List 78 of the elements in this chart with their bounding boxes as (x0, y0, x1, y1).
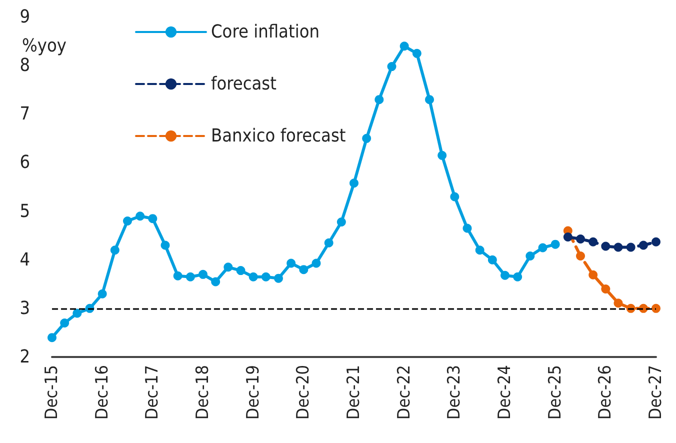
point (286, 258, 296, 268)
point (425, 95, 434, 104)
point (601, 242, 610, 251)
legend-label: Core inflation (211, 22, 320, 42)
point (626, 242, 636, 252)
point (652, 237, 660, 246)
point (123, 216, 132, 226)
point (412, 48, 422, 58)
point (638, 240, 648, 250)
point (374, 95, 384, 104)
point (299, 265, 308, 274)
x-tick-label: Dec-25 (545, 365, 566, 420)
point (186, 272, 195, 282)
point (614, 242, 623, 252)
point (110, 246, 120, 255)
point (274, 274, 283, 283)
x-tick-label: Dec-27 (646, 365, 666, 420)
point (513, 272, 522, 282)
x-tick-label: Dec-24 (495, 365, 515, 420)
point (462, 224, 472, 233)
point (236, 266, 246, 276)
point (48, 333, 56, 342)
point (387, 62, 396, 72)
point (652, 304, 660, 313)
point (450, 192, 460, 202)
x-tick-label: Dec-26 (596, 365, 616, 420)
point (136, 212, 145, 221)
point (261, 272, 270, 282)
point (400, 42, 409, 51)
y-tick-label: 9 (20, 6, 30, 28)
point (198, 270, 208, 279)
y-tick-label: 4 (20, 249, 30, 270)
point (362, 134, 372, 143)
x-tick-label: Dec-15 (42, 365, 62, 420)
y-tick-label: 3 (20, 298, 30, 319)
y-axis-title: %yoy (22, 36, 67, 56)
point (160, 240, 170, 250)
point (576, 251, 585, 260)
legend-label: forecast (211, 74, 276, 94)
x-tick-label: Dec-16 (92, 365, 112, 420)
point (324, 238, 334, 248)
x-tick-label: Dec-22 (394, 365, 414, 420)
point (350, 178, 358, 188)
point (563, 232, 572, 242)
point (98, 289, 107, 298)
y-tick-label: 8 (20, 55, 30, 76)
point (588, 237, 598, 246)
point (438, 150, 447, 160)
point (538, 243, 548, 252)
point (72, 308, 82, 318)
point (248, 272, 258, 282)
x-tick-label: Dec-23 (444, 365, 465, 420)
x-tick-label: Dec-21 (344, 365, 364, 420)
x-tick-label: Dec-17 (142, 365, 163, 420)
point (475, 246, 484, 255)
point (588, 270, 598, 280)
point (60, 318, 70, 328)
point (526, 251, 535, 260)
point (550, 240, 560, 249)
point (336, 217, 346, 226)
legend-label: Banxico forecast (211, 126, 346, 146)
point (312, 258, 321, 268)
x-tick-label: Dec-20 (294, 365, 314, 420)
point (173, 271, 182, 280)
y-tick-label: 5 (20, 200, 30, 222)
y-tick-label: 7 (20, 104, 30, 125)
point (500, 270, 510, 280)
point (614, 298, 623, 308)
point (211, 277, 220, 286)
y-tick-label: 2 (20, 346, 30, 368)
point (148, 214, 158, 224)
point (224, 262, 233, 272)
x-tick-label: Dec-19 (243, 365, 264, 420)
point (601, 284, 610, 294)
point (576, 234, 585, 244)
x-tick-label: Dec-18 (193, 365, 213, 420)
point (488, 255, 497, 264)
y-tick-label: 6 (20, 152, 30, 174)
